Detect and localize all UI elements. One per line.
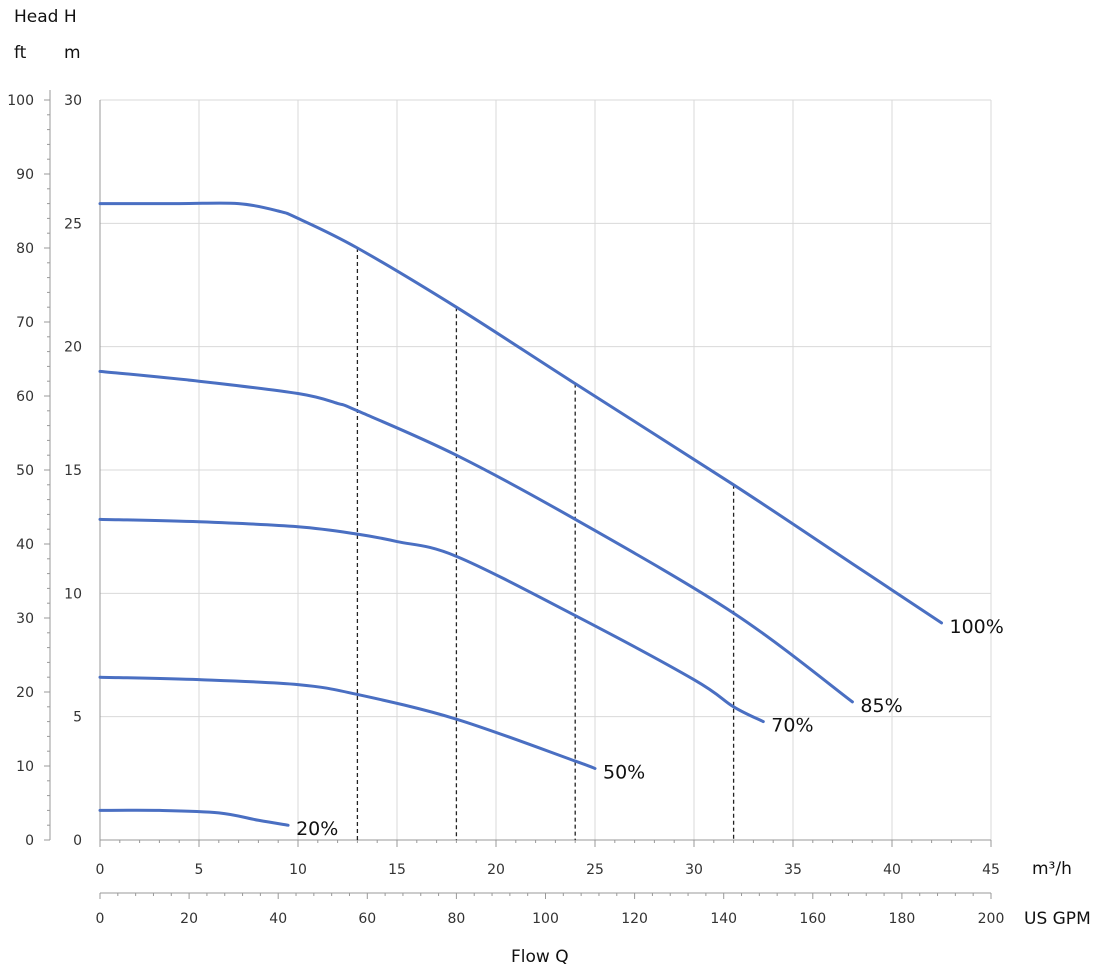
- y-tick-ft-label: 40: [16, 537, 34, 553]
- curve-100-percent: [98, 201, 943, 625]
- x-tick-m3h-label: 30: [685, 862, 703, 878]
- y-tick-ft-label: 70: [16, 315, 34, 331]
- curve-50-percent: [98, 675, 597, 770]
- x-tick-m3h-label: 15: [388, 862, 406, 878]
- y-tick-m-label: 5: [73, 710, 82, 726]
- y-tick-ft-label: 10: [16, 759, 34, 775]
- x-tick-gpm-label: 0: [96, 911, 105, 927]
- x-axis-title: Flow Q: [511, 947, 569, 967]
- x-tick-gpm-label: 120: [621, 911, 648, 927]
- y-tick-m-label: 20: [64, 340, 82, 356]
- x-tick-m3h-label: 40: [883, 862, 901, 878]
- x-unit-m3h: m³/h: [1032, 859, 1072, 879]
- x-unit-gpm: US GPM: [1024, 909, 1091, 929]
- x-tick-m3h-label: 25: [586, 862, 604, 878]
- y-tick-m-label: 0: [73, 833, 82, 849]
- reference-lines: [356, 248, 735, 840]
- x-tick-m3h-label: 45: [982, 862, 1000, 878]
- curve-label-20-percent: 20%: [296, 818, 338, 840]
- y-tick-ft-label: 90: [16, 167, 34, 183]
- curve-label-70-percent: 70%: [771, 715, 813, 737]
- y-tick-m-label: 25: [64, 216, 82, 232]
- curves: 100% 85% 70% 50% 20%: [98, 201, 1004, 840]
- y-tick-m-label: 10: [64, 586, 82, 602]
- x-tick-gpm-label: 100: [532, 911, 559, 927]
- y-tick-ft-label: 50: [16, 463, 34, 479]
- curve-label-50-percent: 50%: [603, 761, 645, 783]
- curve-20-percent: [98, 808, 290, 827]
- x-tick-gpm-label: 140: [710, 911, 737, 927]
- x-tick-gpm-label: 180: [889, 911, 916, 927]
- y-tick-m-label: 15: [64, 463, 82, 479]
- axes: 0 5 10 15 20 25 30 0 10 20 30 40 50 60 70 80 90 100 0 5 10 15…: [7, 90, 1004, 927]
- x-tick-m3h-label: 10: [289, 862, 307, 878]
- y-tick-m-label: 30: [64, 93, 82, 109]
- x-tick-gpm-label: 160: [799, 911, 826, 927]
- x-tick-m3h-label: 0: [96, 862, 105, 878]
- grid: [99, 99, 992, 841]
- y-tick-ft-label: 100: [7, 93, 34, 109]
- x-tick-gpm-label: 60: [358, 911, 376, 927]
- x-tick-gpm-label: 40: [269, 911, 287, 927]
- curve-label-85-percent: 85%: [860, 695, 902, 717]
- x-tick-gpm-label: 80: [447, 911, 465, 927]
- y-tick-ft-label: 80: [16, 241, 34, 257]
- x-tick-m3h-label: 20: [487, 862, 505, 878]
- curve-label-100-percent: 100%: [950, 616, 1004, 638]
- y-tick-ft-label: 30: [16, 611, 34, 627]
- y-tick-ft-label: 60: [16, 389, 34, 405]
- y-tick-ft-label: 0: [25, 833, 34, 849]
- curve-85-percent: [98, 369, 854, 704]
- y-axis-title: Head H: [14, 7, 77, 27]
- x-tick-gpm-label: 20: [180, 911, 198, 927]
- y-unit-ft: ft: [14, 43, 27, 63]
- curve-70-percent: [98, 517, 765, 724]
- y-tick-ft-label: 20: [16, 685, 34, 701]
- x-tick-m3h-label: 5: [195, 862, 204, 878]
- x-tick-m3h-label: 35: [784, 862, 802, 878]
- x-tick-gpm-label: 200: [978, 911, 1005, 927]
- y-unit-m: m: [64, 43, 81, 63]
